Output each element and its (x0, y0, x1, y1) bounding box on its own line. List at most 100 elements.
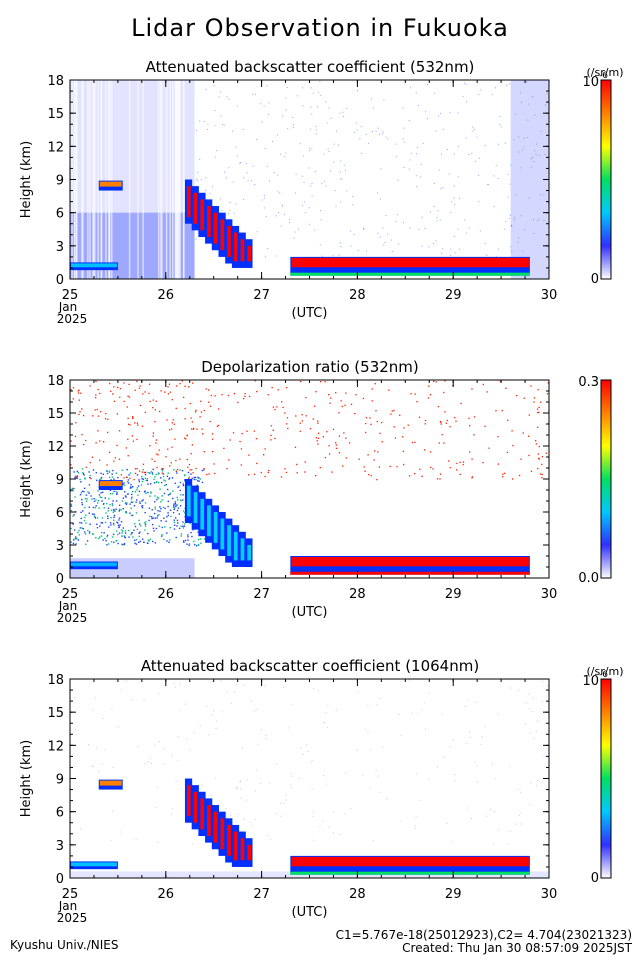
noise-depol-pixel (167, 386, 169, 388)
noise-pixel (359, 138, 361, 140)
noise-pixel (379, 198, 381, 200)
noise-depol-pixel (370, 423, 372, 426)
aerosol-depol-pixel (96, 527, 99, 529)
noise-pixel (321, 183, 323, 185)
noise-pixel (361, 152, 363, 154)
noise-pixel (352, 204, 354, 206)
noise-depol-pixel (72, 398, 75, 400)
noise-pixel (308, 207, 310, 209)
cloud-layer-core (220, 518, 225, 550)
noise-depol-pixel (175, 407, 177, 410)
noise-depol-pixel (270, 434, 272, 437)
noise-pixel (442, 128, 444, 130)
noise-pixel (391, 250, 393, 252)
noise-pixel (228, 98, 230, 100)
noise-depol-pixel (85, 466, 87, 468)
noise-pixel (242, 129, 244, 131)
noise-depol-pixel (175, 459, 177, 462)
noise-pixel (517, 788, 519, 790)
noise-pixel (268, 782, 270, 784)
aerosol-depol-pixel (158, 525, 160, 527)
noise-pixel (135, 838, 137, 840)
noise-depol-pixel (271, 386, 273, 389)
noise-depol-pixel (132, 440, 135, 442)
colorbar-max-exponent: -6 (599, 670, 608, 680)
noise-pixel (239, 780, 241, 782)
noise-depol-pixel (141, 425, 144, 427)
noise-depol-pixel (315, 474, 317, 477)
noise-depol-pixel (317, 420, 319, 422)
noise-depol-pixel (128, 423, 130, 425)
x-axis-month: Jan (58, 899, 78, 913)
noise-depol-pixel (118, 458, 121, 460)
aerosol-depol-pixel (174, 524, 176, 526)
noise-depol-pixel (530, 385, 532, 387)
noise-depol-pixel (446, 419, 448, 422)
aerosol-depol-pixel (84, 531, 86, 533)
noise-depol-pixel (541, 477, 543, 479)
noise-pixel (530, 158, 532, 160)
noise-depol-pixel (116, 413, 119, 415)
noise-pixel (156, 786, 158, 788)
noise-depol-pixel (506, 451, 509, 454)
noise-pixel (206, 705, 208, 707)
noise-pixel (308, 147, 310, 149)
aerosol-depol-pixel (71, 487, 73, 490)
noise-pixel (524, 229, 526, 231)
noise-depol-pixel (95, 380, 97, 383)
aerosol-depol-pixel (134, 525, 137, 528)
aerosol-depol-pixel (189, 522, 191, 525)
noise-depol-pixel (244, 395, 246, 398)
noise-pixel (474, 761, 476, 763)
aerosol-depol-pixel (127, 482, 130, 484)
noise-depol-pixel (183, 437, 186, 439)
aerosol-depol-pixel (94, 517, 97, 520)
aerosol-depol-pixel (167, 514, 169, 517)
aerosol-depol-pixel (89, 476, 91, 479)
noise-pixel (315, 126, 317, 128)
aerosol-depol-pixel (72, 515, 74, 517)
noise-pixel (245, 163, 247, 165)
aerosol-depol-pixel (188, 544, 190, 547)
noise-depol-pixel (449, 466, 451, 469)
noise-pixel (398, 243, 400, 245)
aerosol-depol-pixel (101, 500, 103, 502)
cloud-layer-core (213, 512, 218, 543)
noise-pixel (354, 132, 356, 134)
noise-depol-pixel (97, 388, 99, 391)
noise-depol-pixel (227, 394, 229, 397)
aerosol-depol-pixel (124, 530, 127, 532)
aerosol-depol-pixel (150, 491, 152, 493)
aerosol-depol-pixel (159, 510, 161, 513)
noise-pixel (524, 723, 526, 725)
noise-pixel (468, 154, 470, 156)
noise-depol-pixel (502, 473, 504, 475)
noise-depol-pixel (414, 441, 416, 443)
noise-depol-pixel (380, 421, 383, 424)
noise-pixel (415, 92, 417, 94)
aerosol-depol-pixel (126, 468, 128, 471)
noise-depol-pixel (192, 472, 194, 474)
noise-depol-pixel (191, 428, 193, 430)
noise-pixel (484, 145, 486, 147)
noise-depol-pixel (413, 473, 416, 475)
profile-gap (89, 80, 91, 279)
noise-depol-pixel (473, 416, 476, 418)
noise-pixel (315, 133, 317, 135)
noise-pixel (486, 815, 488, 817)
aerosol-depol-pixel (176, 509, 179, 512)
aerosol-depol-pixel (88, 512, 90, 514)
aerosol-depol-pixel (111, 503, 114, 505)
aerosol-depol-pixel (116, 493, 118, 496)
aerosol-depol-pixel (141, 475, 143, 478)
aerosol-depol-pixel (159, 488, 161, 490)
aerosol-depol-pixel (161, 526, 163, 529)
aerosol-depol-pixel (97, 490, 99, 492)
aerosol-depol-pixel (100, 522, 102, 524)
noise-depol-pixel (106, 464, 108, 466)
noise-pixel (464, 219, 466, 221)
aerosol-depol-pixel (154, 476, 156, 478)
profile-gap (172, 80, 174, 279)
aerosol-depol-pixel (109, 522, 112, 524)
noise-depol-pixel (433, 380, 435, 383)
